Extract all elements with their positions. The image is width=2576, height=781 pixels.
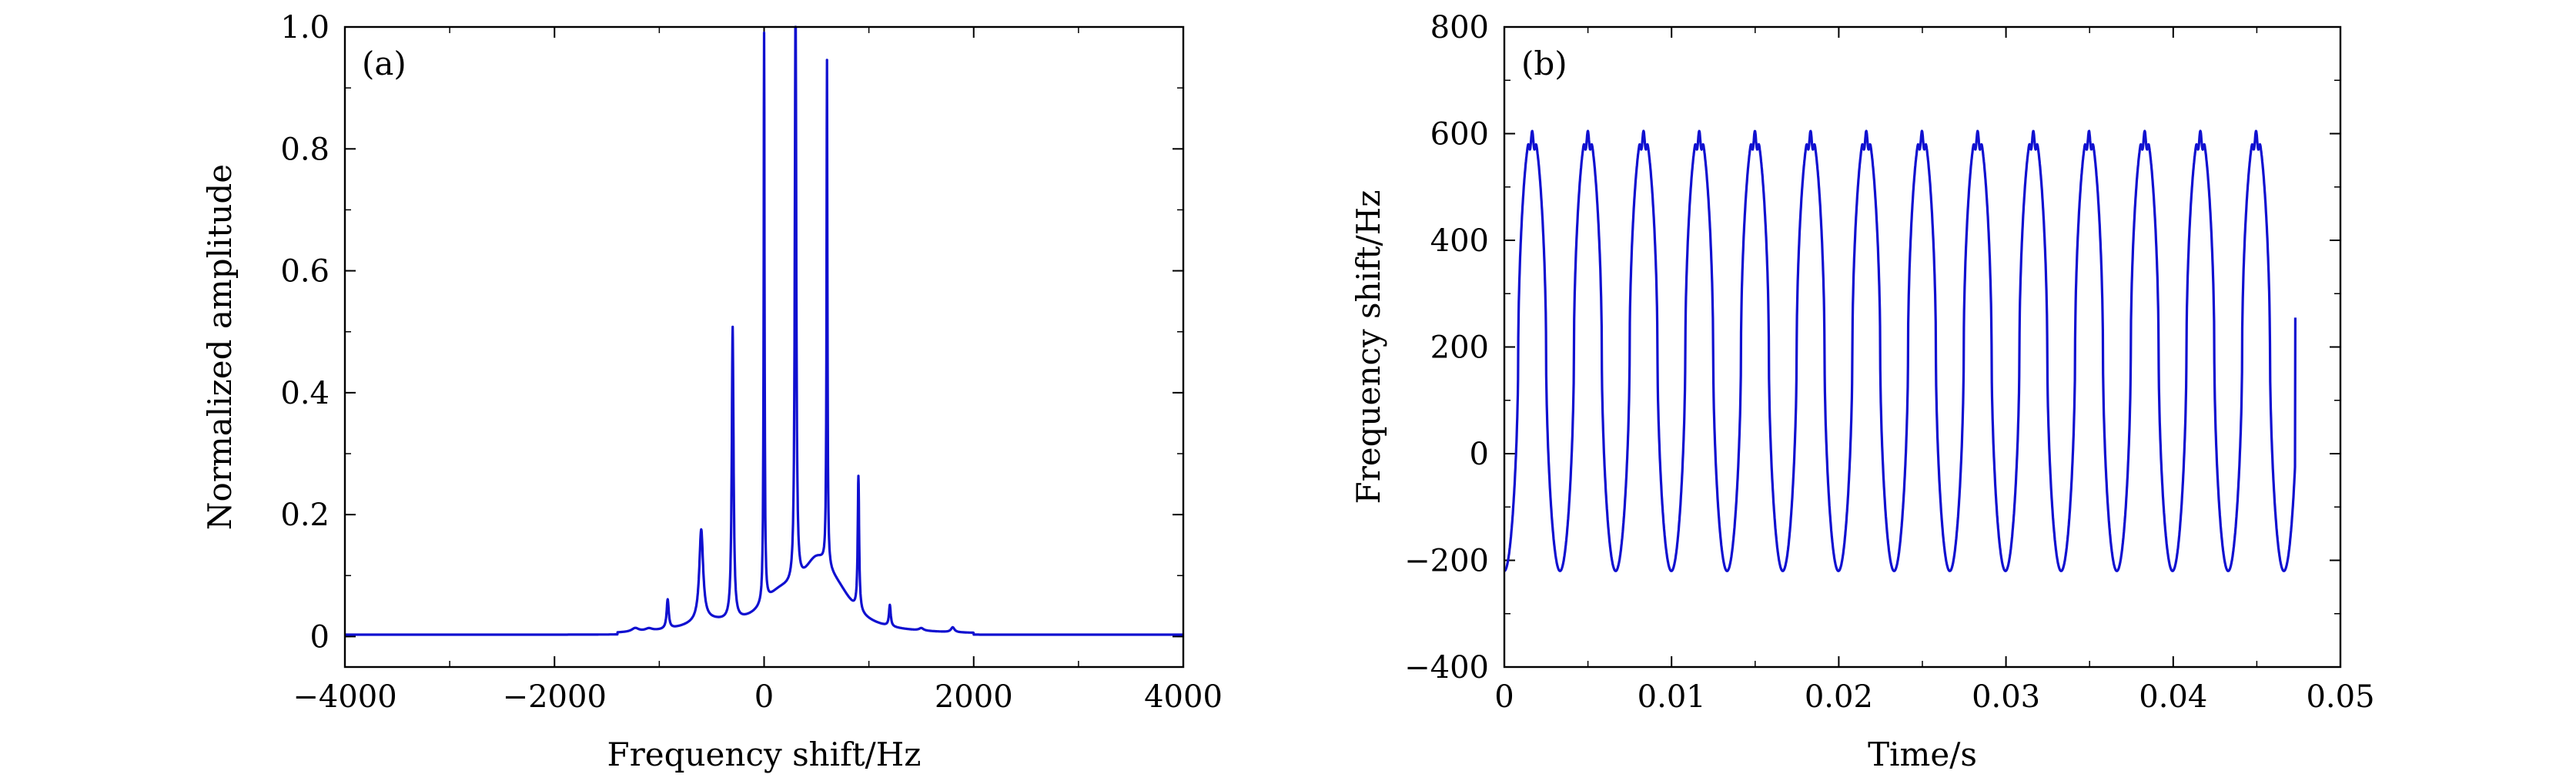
x-tick-label: 0.04	[2139, 679, 2207, 715]
x-tick-label: 0.05	[2306, 679, 2374, 715]
panel-b-y-axis-title: Frequency shift/Hz	[1350, 190, 1387, 504]
y-tick-label: −200	[1404, 544, 1489, 579]
panel-a-y-tick-labels: 0 0.2 0.4 0.6 0.8 1.0	[280, 10, 330, 655]
panel-b-frequency-line	[1503, 129, 2297, 572]
x-tick-label: 0	[754, 679, 774, 715]
panel-a-y-axis-title: Normalized amplitude	[201, 164, 239, 530]
panel-a-x-axis-title: Frequency shift/Hz	[607, 736, 922, 773]
x-tick-label: 0	[1494, 679, 1514, 715]
panel-b-axes-frame	[1503, 25, 2342, 669]
y-tick-label: 0.2	[280, 498, 330, 533]
y-tick-label: 200	[1430, 330, 1489, 366]
panel-a-spectrum-line	[343, 25, 1185, 636]
y-tick-label: 600	[1430, 117, 1489, 153]
x-tick-label: −4000	[293, 679, 396, 715]
panel-b-label: (b)	[1521, 45, 1567, 82]
y-tick-label: 0	[1470, 437, 1489, 472]
y-tick-label: 0.6	[280, 254, 330, 290]
panel-b-y-tick-labels: −400 −200 0 200 400 600 800	[1404, 10, 1489, 685]
y-tick-label: 0.8	[280, 132, 330, 167]
x-tick-label: −2000	[503, 679, 607, 715]
y-tick-label: 400	[1430, 223, 1489, 259]
panel-a-x-tick-labels: −4000 −2000 0 2000 4000	[293, 679, 1223, 715]
x-tick-label: 4000	[1144, 679, 1223, 715]
panel-b-time-series: 0 0.01 0.02 0.03 0.04 0.05 −400 −200 0 200 400 600…	[1350, 10, 2375, 773]
y-tick-label: 0.4	[280, 376, 330, 411]
panel-b-x-tick-labels: 0 0.01 0.02 0.03 0.04 0.05	[1494, 679, 2374, 715]
panel-a-spectrum: −4000 −2000 0 2000 4000 0 0.2 0.4 0.6 0.8 1.0 (a)…	[201, 10, 1223, 773]
y-tick-label: 1.0	[280, 10, 330, 45]
y-tick-label: 800	[1430, 10, 1489, 45]
panel-a-axes-frame	[343, 25, 1185, 669]
y-tick-label: −400	[1404, 650, 1489, 685]
x-tick-label: 0.03	[1972, 679, 2040, 715]
y-tick-label: 0	[310, 619, 330, 655]
panel-a-label: (a)	[362, 45, 406, 82]
x-tick-label: 0.02	[1805, 679, 1873, 715]
x-tick-label: 2000	[935, 679, 1013, 715]
x-tick-label: 0.01	[1638, 679, 1706, 715]
panel-b-x-axis-title: Time/s	[1868, 736, 1977, 773]
